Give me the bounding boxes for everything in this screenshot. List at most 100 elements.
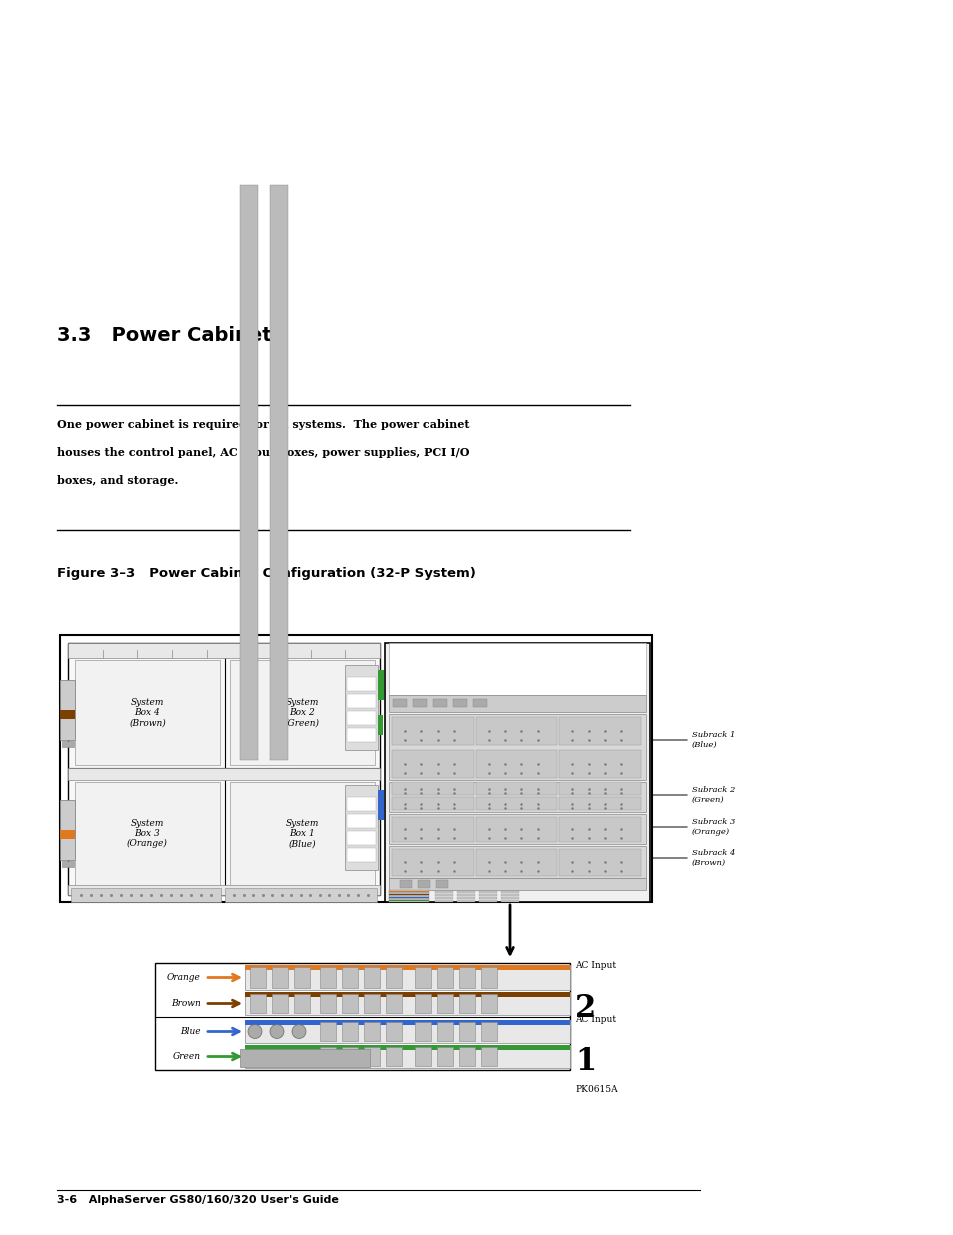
- Bar: [393, 699, 407, 706]
- Circle shape: [270, 1025, 284, 1039]
- Bar: [240, 185, 257, 760]
- Bar: [392, 782, 474, 795]
- Bar: [364, 1023, 379, 1041]
- Text: 1: 1: [575, 1046, 596, 1077]
- Bar: [386, 967, 401, 988]
- Bar: [435, 899, 453, 902]
- Text: Green: Green: [172, 1052, 201, 1061]
- Bar: [389, 714, 645, 781]
- Bar: [60, 800, 75, 860]
- Bar: [478, 890, 497, 893]
- Bar: [60, 635, 651, 902]
- Bar: [558, 782, 640, 795]
- Text: Subrack 4
(Brown): Subrack 4 (Brown): [691, 850, 735, 867]
- Text: System
Box 2
(Green): System Box 2 (Green): [285, 698, 319, 727]
- Bar: [272, 967, 288, 988]
- Bar: [480, 1047, 497, 1066]
- Bar: [245, 1020, 569, 1044]
- Bar: [478, 897, 497, 899]
- Bar: [480, 1023, 497, 1041]
- Bar: [456, 890, 475, 893]
- Bar: [386, 994, 401, 1013]
- Bar: [476, 750, 557, 778]
- Bar: [399, 881, 412, 888]
- Bar: [389, 846, 645, 878]
- Bar: [319, 994, 335, 1013]
- Bar: [558, 750, 640, 778]
- Bar: [347, 797, 375, 810]
- Bar: [377, 671, 384, 700]
- Bar: [480, 994, 497, 1013]
- Bar: [558, 798, 640, 810]
- Bar: [230, 782, 375, 885]
- Bar: [377, 715, 382, 735]
- Bar: [319, 1023, 335, 1041]
- Bar: [60, 710, 75, 719]
- Bar: [345, 785, 377, 869]
- Bar: [480, 967, 497, 988]
- Text: System
Box 3
(Orange): System Box 3 (Orange): [127, 819, 168, 848]
- Bar: [341, 967, 357, 988]
- Bar: [456, 897, 475, 899]
- Bar: [245, 1045, 569, 1068]
- Bar: [347, 710, 375, 725]
- Bar: [377, 790, 384, 820]
- Bar: [347, 814, 375, 827]
- Text: Orange: Orange: [167, 973, 201, 982]
- Bar: [294, 967, 310, 988]
- Bar: [436, 1047, 453, 1066]
- Bar: [392, 816, 474, 842]
- Bar: [272, 994, 288, 1013]
- Text: Subrack 2
(Green): Subrack 2 (Green): [691, 787, 735, 804]
- Bar: [230, 659, 375, 764]
- Bar: [435, 890, 453, 893]
- Bar: [389, 897, 429, 899]
- Bar: [61, 741, 73, 747]
- Bar: [476, 718, 557, 745]
- Bar: [389, 814, 645, 844]
- Bar: [478, 893, 497, 895]
- Bar: [436, 881, 448, 888]
- Text: Brown: Brown: [172, 999, 201, 1008]
- Bar: [436, 1023, 453, 1041]
- Bar: [389, 695, 645, 713]
- Text: houses the control panel, AC input boxes, power supplies, PCI I/O: houses the control panel, AC input boxes…: [57, 447, 469, 458]
- Bar: [240, 1049, 370, 1067]
- Bar: [458, 1047, 475, 1066]
- Bar: [392, 718, 474, 745]
- Bar: [245, 1045, 569, 1050]
- Bar: [417, 881, 430, 888]
- Bar: [347, 677, 375, 690]
- Text: System
Box 1
(Blue): System Box 1 (Blue): [286, 819, 319, 848]
- Bar: [68, 643, 379, 895]
- Bar: [389, 878, 645, 890]
- Bar: [558, 816, 640, 842]
- Bar: [413, 699, 427, 706]
- Bar: [154, 963, 569, 1070]
- Bar: [75, 659, 220, 764]
- Bar: [458, 994, 475, 1013]
- Bar: [245, 965, 569, 969]
- Bar: [415, 1023, 431, 1041]
- Bar: [245, 1020, 569, 1025]
- Bar: [476, 782, 557, 795]
- Text: PK0615A: PK0615A: [575, 1086, 617, 1094]
- Bar: [75, 782, 220, 885]
- Circle shape: [248, 1025, 262, 1039]
- Text: boxes, and storage.: boxes, and storage.: [57, 475, 178, 487]
- Text: 2: 2: [575, 993, 596, 1024]
- Bar: [458, 1023, 475, 1041]
- Bar: [478, 899, 497, 902]
- Bar: [389, 890, 429, 893]
- Bar: [476, 798, 557, 810]
- Bar: [386, 1047, 401, 1066]
- Text: AC Input: AC Input: [575, 1014, 616, 1024]
- Bar: [456, 899, 475, 902]
- Text: Blue: Blue: [180, 1028, 201, 1036]
- Bar: [558, 718, 640, 745]
- Bar: [473, 699, 486, 706]
- Bar: [458, 967, 475, 988]
- Bar: [364, 967, 379, 988]
- Bar: [435, 897, 453, 899]
- Bar: [364, 1047, 379, 1066]
